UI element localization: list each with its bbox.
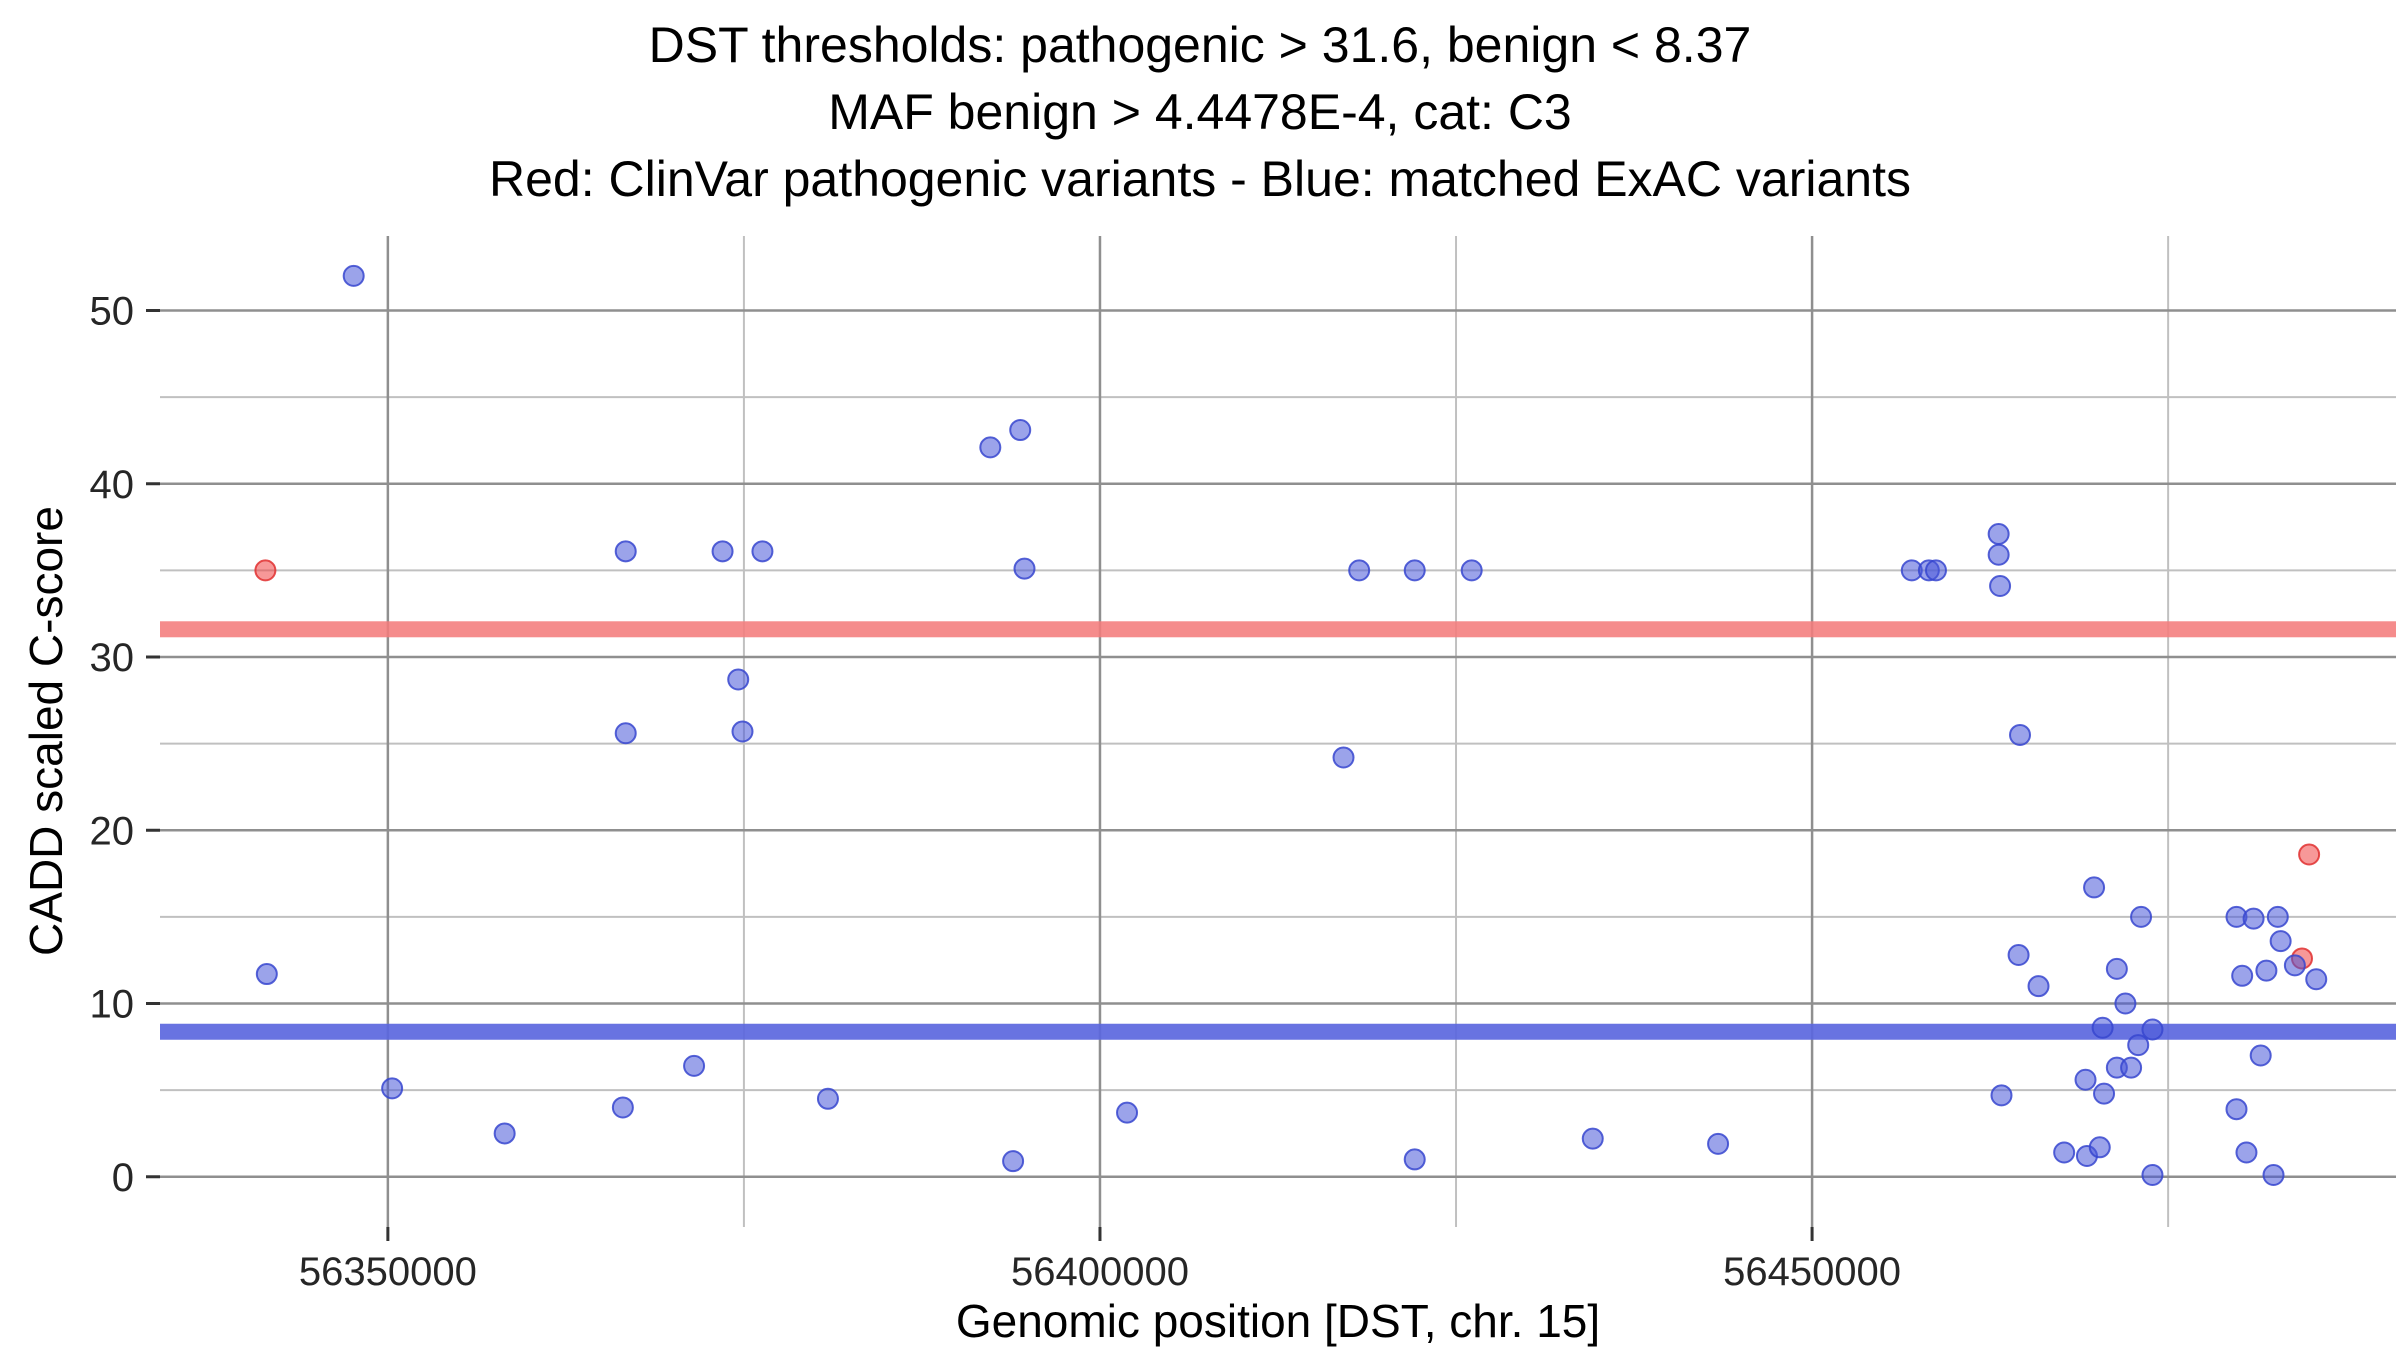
data-point xyxy=(2083,876,2106,899)
data-point xyxy=(2249,1044,2272,1067)
data-point xyxy=(1707,1132,1730,1155)
data-point xyxy=(255,963,278,986)
y-axis-label: CADD scaled C-score xyxy=(20,506,72,956)
data-point xyxy=(751,540,774,563)
data-point xyxy=(1990,1084,2013,1107)
data-point xyxy=(1581,1127,1604,1150)
data-point xyxy=(2127,1034,2150,1057)
data-point xyxy=(2141,1018,2164,1041)
y-tick-label: 50 xyxy=(90,289,135,333)
data-point xyxy=(1460,559,1483,582)
data-point xyxy=(1403,1148,1426,1171)
data-point xyxy=(2235,1141,2258,1164)
data-point xyxy=(1116,1101,1139,1124)
data-point xyxy=(979,436,1002,459)
data-point xyxy=(614,722,637,745)
data-point xyxy=(2225,1098,2248,1121)
data-point xyxy=(1009,419,1032,442)
data-point xyxy=(711,540,734,563)
data-point xyxy=(2007,943,2030,966)
data-point xyxy=(2283,954,2306,977)
benign-threshold-band xyxy=(160,1023,2396,1040)
data-point xyxy=(342,264,365,287)
data-point xyxy=(2091,1016,2114,1039)
data-point xyxy=(2074,1068,2097,1091)
x-tick-label: 56400000 xyxy=(1011,1250,1189,1294)
y-tick-label: 20 xyxy=(90,809,135,853)
data-point xyxy=(2242,907,2265,930)
y-tick-label: 0 xyxy=(112,1156,134,1200)
data-point xyxy=(2262,1164,2285,1187)
data-point xyxy=(2130,905,2153,928)
data-point xyxy=(2120,1056,2143,1079)
x-tick-label: 56350000 xyxy=(299,1250,477,1294)
data-point xyxy=(2141,1164,2164,1187)
data-point xyxy=(1403,559,1426,582)
pathogenic-threshold-band xyxy=(160,621,2396,638)
y-tick-label: 40 xyxy=(90,463,135,507)
data-point xyxy=(2255,959,2278,982)
data-point xyxy=(614,540,637,563)
x-tick-label: 56450000 xyxy=(1723,1250,1901,1294)
data-point xyxy=(1987,543,2010,566)
data-point xyxy=(816,1087,839,1110)
data-point xyxy=(1924,559,1947,582)
data-point xyxy=(2231,964,2254,987)
data-point xyxy=(1013,557,1036,580)
data-point xyxy=(2298,843,2321,866)
data-point xyxy=(1332,746,1355,769)
data-point xyxy=(2114,992,2137,1015)
data-point xyxy=(683,1054,706,1077)
data-point xyxy=(2266,905,2289,928)
data-point xyxy=(254,559,277,582)
data-point xyxy=(2269,930,2292,953)
data-point xyxy=(727,668,750,691)
data-point xyxy=(2009,723,2032,746)
data-point xyxy=(2027,975,2050,998)
data-point xyxy=(1348,559,1371,582)
data-point xyxy=(493,1122,516,1145)
title-line-3: Red: ClinVar pathogenic variants - Blue:… xyxy=(489,151,1911,207)
title-line-1: DST thresholds: pathogenic > 31.6, benig… xyxy=(648,17,1752,73)
x-axis-label: Genomic position [DST, chr. 15] xyxy=(955,1295,1601,1347)
data-point xyxy=(2053,1141,2076,1164)
data-point xyxy=(731,720,754,743)
data-point xyxy=(2088,1136,2111,1159)
data-point xyxy=(1987,522,2010,545)
data-point xyxy=(1989,574,2012,597)
y-tick-label: 10 xyxy=(90,983,135,1027)
y-tick-label: 30 xyxy=(90,636,135,680)
data-point xyxy=(2093,1082,2116,1105)
data-point xyxy=(381,1077,404,1100)
data-point xyxy=(2305,968,2328,991)
chart-title: DST thresholds: pathogenic > 31.6, benig… xyxy=(0,12,2400,213)
data-point xyxy=(2105,957,2128,980)
title-line-2: MAF benign > 4.4478E-4, cat: C3 xyxy=(828,84,1572,140)
data-point xyxy=(1002,1150,1025,1173)
data-point xyxy=(611,1096,634,1119)
